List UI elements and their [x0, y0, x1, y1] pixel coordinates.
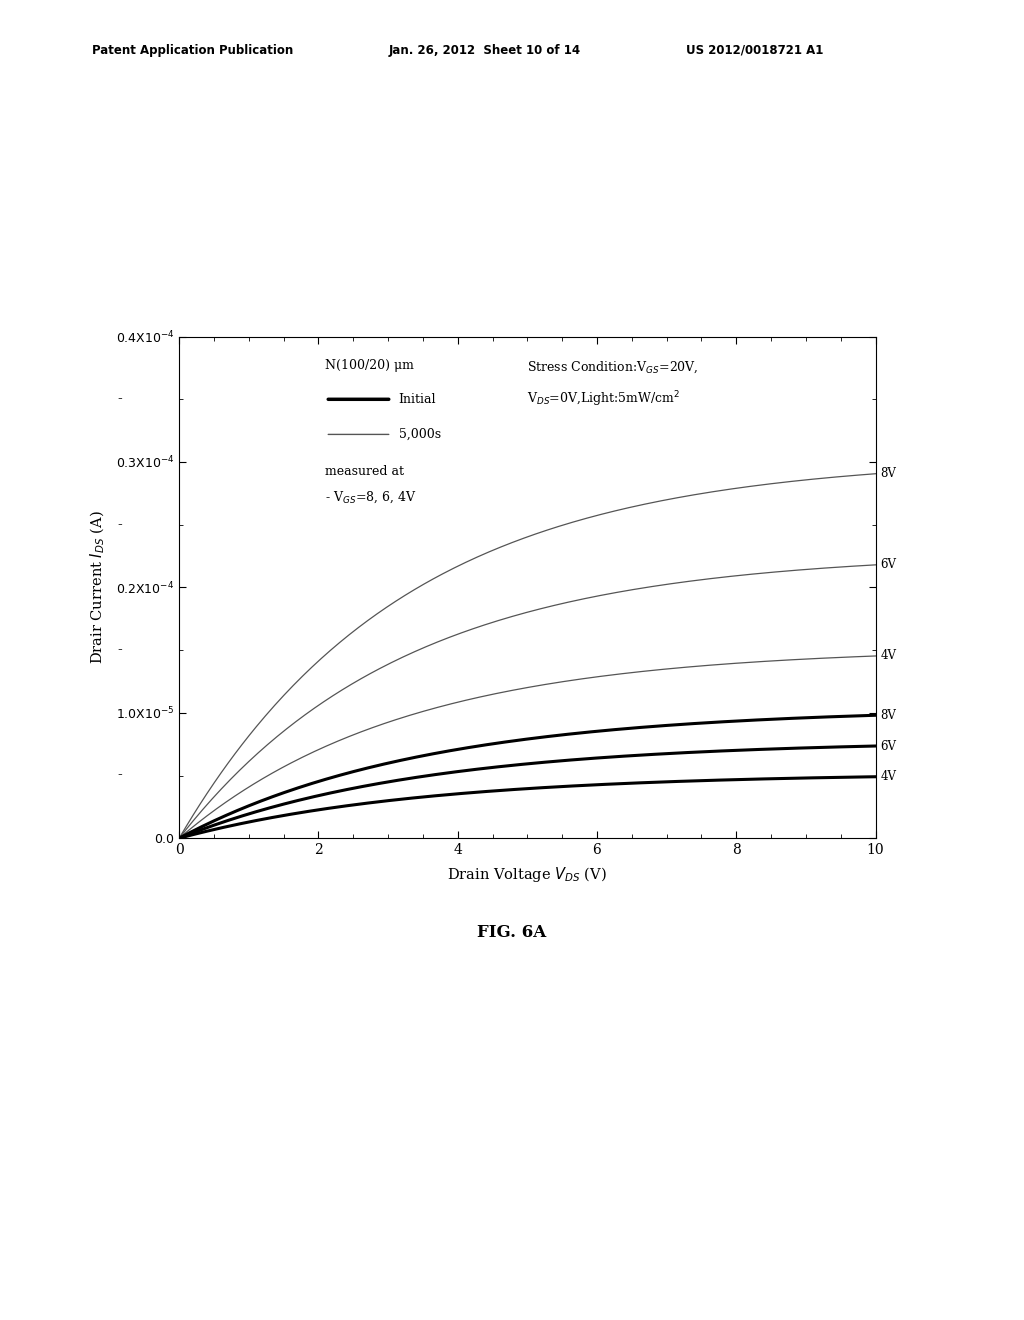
Text: US 2012/0018721 A1: US 2012/0018721 A1	[686, 44, 823, 57]
Text: - V$_{GS}$=8, 6, 4V: - V$_{GS}$=8, 6, 4V	[326, 490, 417, 506]
Text: 4V: 4V	[881, 649, 897, 663]
Text: N(100/20) μm: N(100/20) μm	[326, 359, 415, 372]
Text: 8V: 8V	[881, 467, 897, 480]
Text: Patent Application Publication: Patent Application Publication	[92, 44, 294, 57]
Text: 6V: 6V	[881, 739, 897, 752]
Text: measured at: measured at	[326, 465, 404, 478]
Text: Stress Condition:V$_{GS}$=20V,: Stress Condition:V$_{GS}$=20V,	[527, 359, 699, 375]
Text: 4V: 4V	[881, 771, 897, 783]
Text: -: -	[118, 392, 123, 407]
X-axis label: Drain Voltage $V_{DS}$ (V): Drain Voltage $V_{DS}$ (V)	[447, 866, 607, 884]
Text: Initial: Initial	[398, 393, 436, 405]
Text: 6V: 6V	[881, 558, 897, 572]
Text: -: -	[118, 768, 123, 783]
Text: FIG. 6A: FIG. 6A	[477, 924, 547, 941]
Text: 8V: 8V	[881, 709, 897, 722]
Text: V$_{DS}$=0V,Light:5mW/cm$^2$: V$_{DS}$=0V,Light:5mW/cm$^2$	[527, 389, 681, 409]
Text: 5,000s: 5,000s	[398, 428, 440, 441]
Text: -: -	[118, 643, 123, 657]
Y-axis label: Drair Current $I_{DS}$ (A): Drair Current $I_{DS}$ (A)	[89, 511, 108, 664]
Text: Jan. 26, 2012  Sheet 10 of 14: Jan. 26, 2012 Sheet 10 of 14	[389, 44, 582, 57]
Text: -: -	[118, 517, 123, 532]
